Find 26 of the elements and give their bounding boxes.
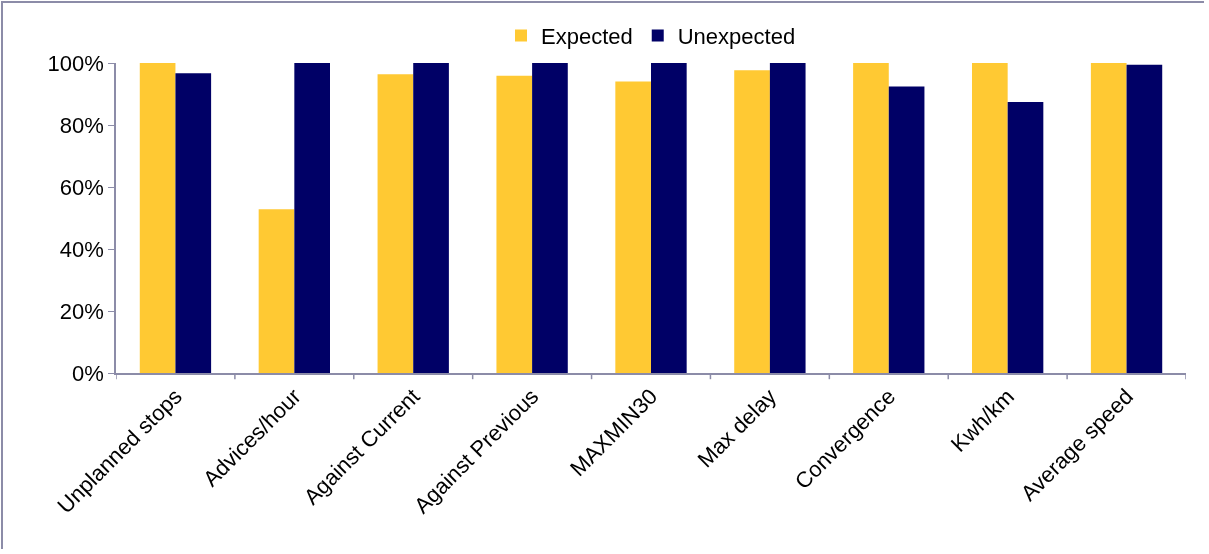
bar (1090, 63, 1127, 373)
y-tick-label: 0% (72, 360, 104, 386)
bar (377, 74, 414, 373)
y-tick-label: 60% (59, 174, 104, 200)
bar (496, 75, 533, 373)
bar (175, 73, 212, 373)
legend-label: Unexpected (677, 24, 796, 50)
y-tick-label: 100% (47, 50, 104, 76)
bar (1007, 102, 1044, 373)
bar (1126, 64, 1163, 373)
bar (532, 63, 568, 373)
bar (769, 63, 806, 373)
bar (139, 63, 176, 373)
bar (734, 70, 770, 373)
bar (651, 63, 687, 373)
bar (615, 81, 651, 373)
y-tick-label: 40% (59, 236, 104, 262)
bar (413, 63, 449, 373)
bar (888, 86, 925, 373)
bar (258, 209, 295, 373)
bar (294, 63, 330, 373)
legend-label: Expected (541, 24, 633, 50)
bar (972, 63, 1008, 373)
y-tick-label: 20% (59, 298, 104, 324)
bar (853, 63, 889, 373)
y-tick-label: 80% (59, 112, 104, 138)
